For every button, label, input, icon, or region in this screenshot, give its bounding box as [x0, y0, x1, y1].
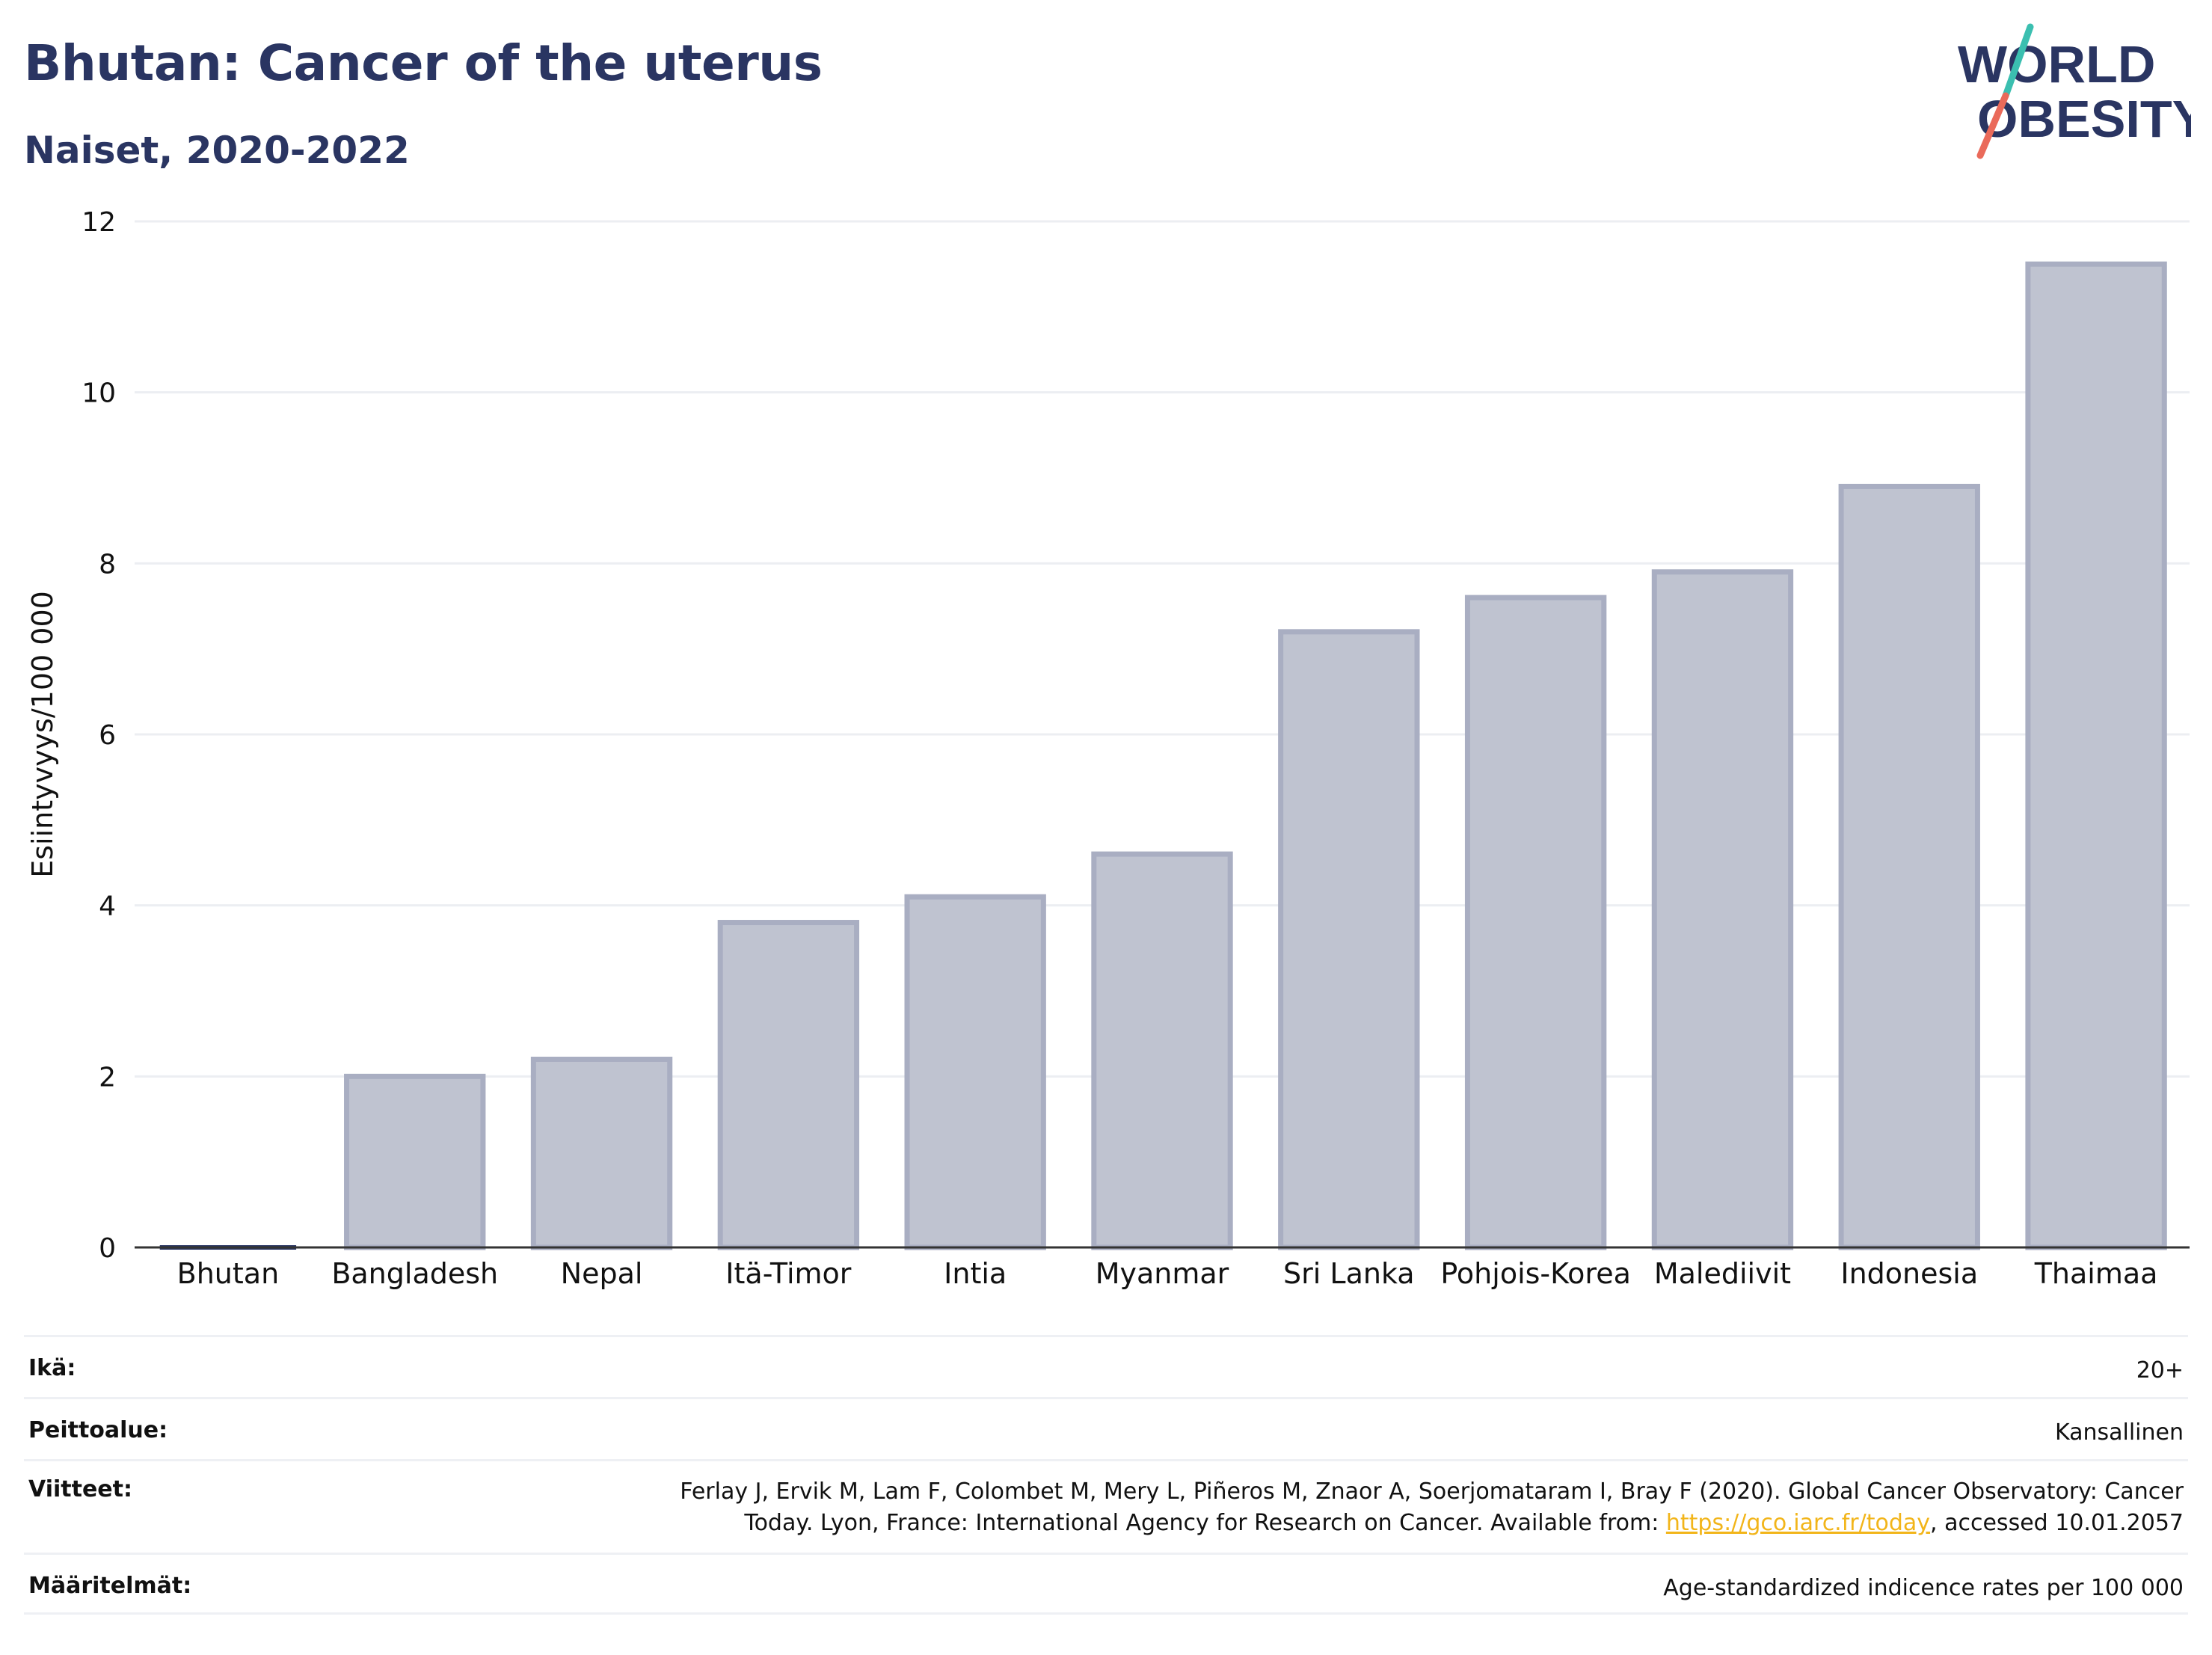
x-tick-label: Indonesia: [1840, 1257, 1978, 1290]
x-tick-label: Malediivit: [1654, 1257, 1791, 1290]
chart-subtitle: Naiset, 2020-2022: [24, 129, 410, 172]
y-axis-label: Esiintyvyys/100 000: [26, 591, 59, 878]
meta-row-coverage: Peittoalue: Kansallinen: [24, 1397, 2188, 1459]
metadata-table: Ikä: 20+ Peittoalue: Kansallinen Viittee…: [24, 1335, 2188, 1615]
x-tick-label: Bangladesh: [331, 1257, 498, 1290]
bar-chart: 0 2 4 6 8 10 12 Bhutan Bangladesh Nepal Itä-Timor…: [26, 207, 2190, 1290]
bar-nepal: [530, 1056, 673, 1250]
x-tick-label: Thaimaa: [2034, 1257, 2158, 1290]
bar-thaimaa: [2025, 261, 2167, 1250]
reference-line2-pre: Today. Lyon, France: International Agenc…: [744, 1510, 1666, 1536]
y-tick-label: 0: [99, 1233, 116, 1264]
meta-row-definitions: Määritelmät: Age-standardized indicence …: [24, 1553, 2188, 1615]
reference-line1: Ferlay J, Ervik M, Lam F, Colombet M, Me…: [680, 1479, 2184, 1505]
reference-link[interactable]: https://gco.iarc.fr/today: [1665, 1510, 1931, 1536]
meta-key-references: Viitteet:: [28, 1476, 132, 1502]
y-tick-label: 4: [99, 891, 116, 922]
bars: [159, 261, 2167, 1250]
chart-title: Bhutan: Cancer of the uterus: [24, 34, 823, 92]
bar-indonesia: [1838, 483, 1980, 1250]
bar-sri-lanka: [1278, 629, 1420, 1250]
bar-pohjois-korea: [1464, 595, 1607, 1250]
meta-value-definitions: Age-standardized indicence rates per 100…: [1663, 1575, 2184, 1601]
world-obesity-logo: WORLD OBESITY: [1958, 23, 2191, 159]
x-tick-labels: Bhutan Bangladesh Nepal Itä-Timor Intia Myanm…: [177, 1257, 2158, 1290]
bar-bangladesh: [344, 1073, 486, 1250]
meta-key-definitions: Määritelmät:: [28, 1573, 192, 1599]
meta-key-age: Ikä:: [28, 1355, 76, 1381]
y-tick-label: 8: [99, 549, 116, 580]
logo-slash-coral: [1976, 92, 2009, 159]
y-tick-label: 12: [82, 207, 116, 238]
meta-row-age: Ikä: 20+: [24, 1335, 2188, 1397]
meta-value-age: 20+: [2136, 1357, 2184, 1384]
x-tick-label: Bhutan: [177, 1257, 280, 1290]
y-tick-label: 6: [99, 720, 116, 751]
bar-malediivit: [1651, 569, 1794, 1250]
logo-line1: WORLD: [1958, 35, 2155, 93]
bar-myanmar: [1091, 851, 1233, 1250]
meta-row-references: Viitteet: Ferlay J, Ervik M, Lam F, Colo…: [24, 1459, 2188, 1553]
x-tick-label: Nepal: [561, 1257, 643, 1290]
x-tick-label: Itä-Timor: [725, 1257, 851, 1290]
x-tick-label: Myanmar: [1096, 1257, 1229, 1290]
y-tick-label: 2: [99, 1062, 116, 1093]
x-tick-label: Sri Lanka: [1283, 1257, 1415, 1290]
y-tick-labels: 0 2 4 6 8 10 12: [82, 207, 116, 1264]
bar-itä-timor: [717, 920, 860, 1250]
y-tick-label: 10: [82, 378, 116, 409]
meta-value-coverage: Kansallinen: [2054, 1419, 2184, 1446]
meta-key-coverage: Peittoalue:: [28, 1417, 168, 1443]
logo-line2: OBESITY: [1977, 90, 2191, 148]
logo-slash-teal: [2002, 23, 2034, 99]
bar-intia: [904, 894, 1046, 1250]
x-tick-label: Pohjois-Korea: [1440, 1257, 1631, 1290]
meta-value-references: Ferlay J, Ervik M, Lam F, Colombet M, Me…: [680, 1476, 2184, 1539]
x-tick-label: Intia: [944, 1257, 1007, 1290]
reference-line2-post: , accessed 10.01.2057: [1930, 1510, 2184, 1536]
